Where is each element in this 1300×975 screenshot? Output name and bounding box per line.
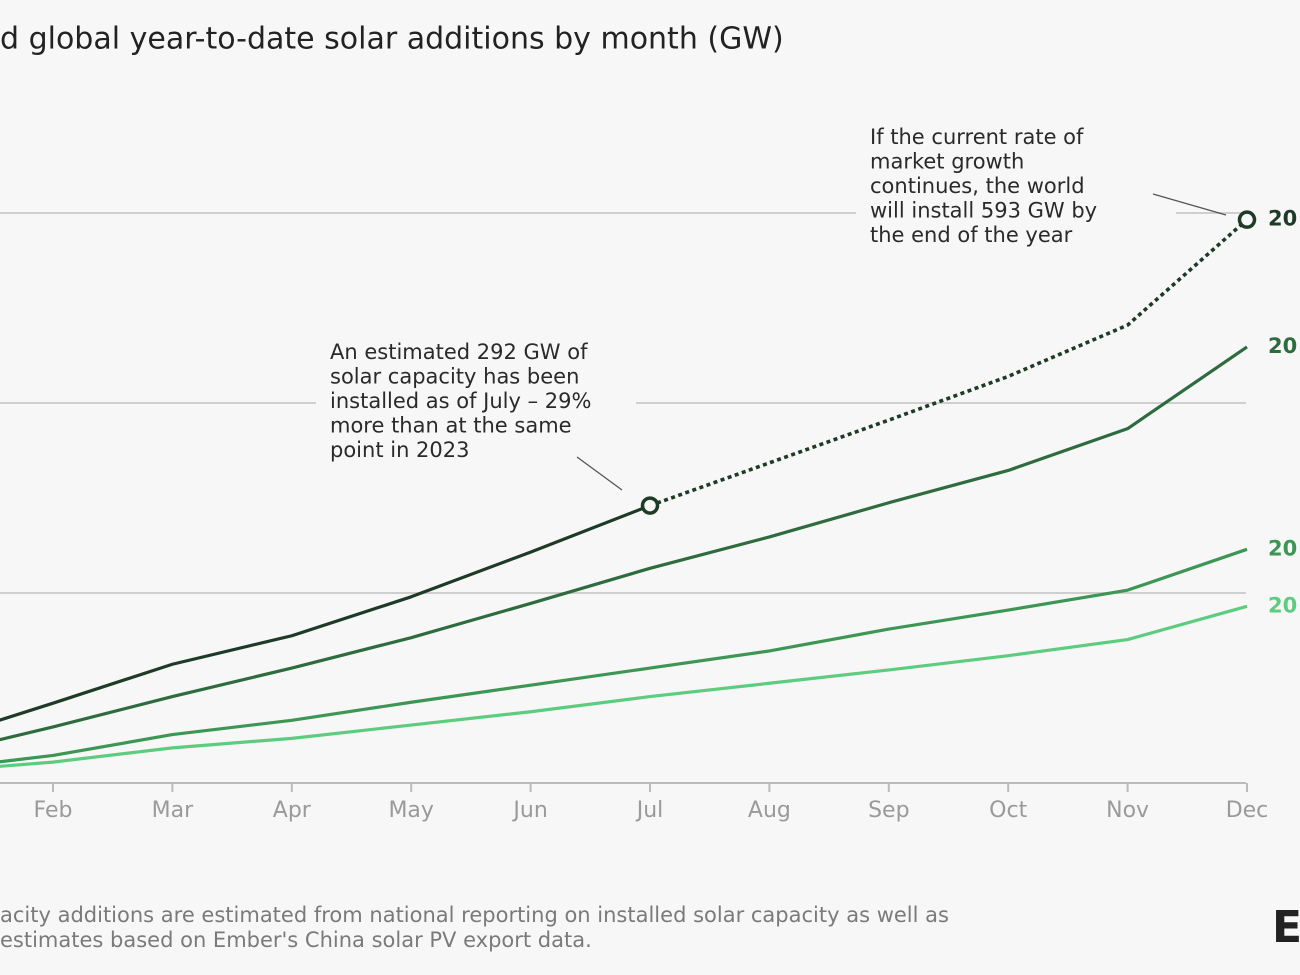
x-tick-label: Jun [511, 798, 547, 823]
annotation-text: market growth [870, 150, 1024, 174]
x-tick-label: Nov [1106, 798, 1149, 823]
series-line [0, 547, 1248, 764]
point-marker [640, 496, 660, 515]
chart-title: d global year-to-date solar additions by… [0, 22, 784, 57]
annotation-text: An estimated 292 GW of [330, 340, 588, 364]
annotation-background [856, 124, 1176, 253]
x-tick-label: May [388, 798, 433, 823]
annotation-text: solar capacity has been [330, 365, 579, 389]
annotation-text: continues, the world [870, 174, 1085, 198]
series-line [0, 604, 1248, 768]
series-line [0, 345, 1248, 742]
point-marker [1237, 210, 1257, 229]
series-label: 20 [1268, 593, 1297, 617]
x-tick-label: Sep [868, 798, 909, 823]
x-tick-label: Feb [34, 798, 73, 823]
projection-line [649, 218, 1249, 508]
x-tick-label: Oct [989, 798, 1027, 823]
annotation-text: installed as of July – 29% [330, 389, 591, 413]
annotation-text: will install 593 GW by [870, 199, 1097, 223]
series-line [0, 504, 651, 722]
x-tick-label: Mar [152, 798, 194, 823]
series-label: 20 [1268, 207, 1297, 231]
x-tick-label: Dec [1226, 798, 1269, 823]
series-label: 20 [1268, 334, 1297, 358]
x-tick-label: Aug [748, 798, 791, 823]
annotation-leader [1152, 193, 1227, 216]
annotation-background [316, 339, 636, 468]
annotation-leader [576, 456, 623, 491]
footnote: estimates based on Ember's China solar P… [0, 928, 592, 952]
footnote: acity additions are estimated from natio… [0, 903, 949, 927]
annotation-text: If the current rate of [870, 125, 1084, 149]
x-tick-label: Apr [273, 798, 312, 823]
annotation-text: the end of the year [870, 223, 1073, 247]
annotation-text: more than at the same [330, 414, 572, 438]
x-tick-label: Jul [635, 798, 664, 823]
series-label: 20 [1268, 536, 1297, 560]
logo: E [1272, 902, 1300, 953]
annotation-text: point in 2023 [330, 438, 470, 462]
